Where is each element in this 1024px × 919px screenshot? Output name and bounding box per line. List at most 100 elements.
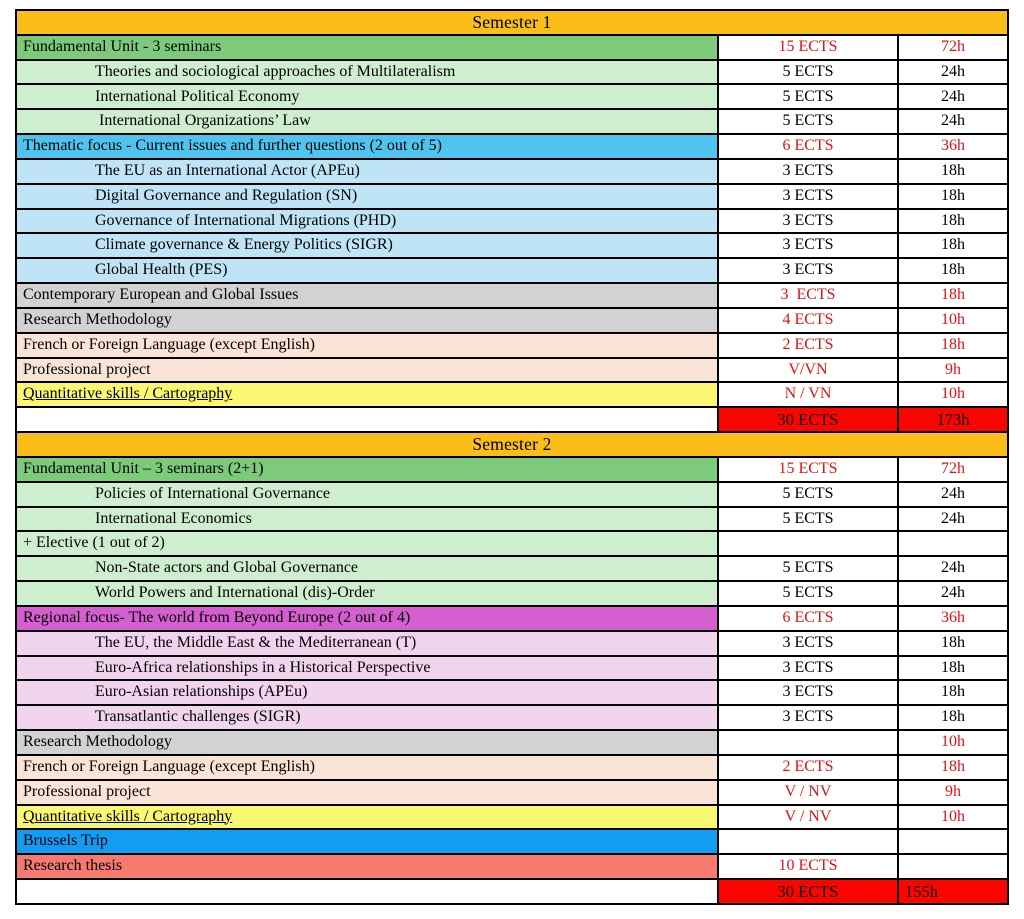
course-label: International Political Economy	[15, 83, 719, 111]
semester-1-title: Semester 1	[15, 9, 1009, 36]
hours-value: 18h	[897, 207, 1009, 235]
hours-value: 36h	[897, 604, 1009, 632]
course-label: French or Foreign Language (except Engli…	[15, 331, 719, 359]
total-row-spacer	[15, 406, 719, 434]
ects-value: 3 ECTS	[717, 232, 899, 260]
course-row: French or Foreign Language (except Engli…	[15, 753, 1009, 781]
course-row: Policies of International Governance 5 EC…	[15, 480, 1009, 508]
ects-value: 4 ECTS	[717, 306, 899, 334]
course-label: Quantitative skills / Cartography	[15, 381, 719, 409]
ects-value: 10 ECTS	[717, 853, 899, 880]
course-label: Euro-Africa relationships in a Historica…	[15, 654, 719, 682]
hours-value: 72h	[897, 33, 1009, 61]
ects-value	[717, 530, 899, 558]
course-label: Euro-Asian relationships (APEu)	[15, 679, 719, 707]
ects-value: 2 ECTS	[717, 753, 899, 781]
hours-value: 18h	[897, 182, 1009, 210]
ects-value: 5 ECTS	[717, 58, 899, 86]
course-row: International Political Economy 5 ECTS 24h	[15, 83, 1009, 111]
ects-value: 15 ECTS	[717, 455, 899, 483]
hours-value: 10h	[897, 381, 1009, 409]
ects-value: 3 ECTS	[717, 629, 899, 657]
course-label: The EU as an International Actor (APEu)	[15, 157, 719, 185]
hours-value: 18h	[897, 679, 1009, 707]
course-row: The EU, the Middle East & the Mediterran…	[15, 629, 1009, 657]
semester-2-header-row: Semester 2	[15, 431, 1009, 458]
hours-value: 24h	[897, 108, 1009, 136]
hours-value	[897, 853, 1009, 880]
course-label: Quantitative skills / Cartography	[15, 803, 719, 831]
course-row: Regional focus- The world from Beyond Eu…	[15, 604, 1009, 632]
semester-1-header-row: Semester 1	[15, 9, 1009, 36]
course-label: Policies of International Governance	[15, 480, 719, 508]
ects-value: 3 ECTS	[717, 207, 899, 235]
course-label: Fundamental Unit – 3 seminars (2+1)	[15, 455, 719, 483]
ects-value: N / VN	[717, 381, 899, 409]
ects-value: 2 ECTS	[717, 331, 899, 359]
course-label: Non-State actors and Global Governance	[15, 555, 719, 583]
hours-value: 18h	[897, 331, 1009, 359]
course-row: Euro-Africa relationships in a Historica…	[15, 654, 1009, 682]
ects-value: 5 ECTS	[717, 108, 899, 136]
course-label: Professional project	[15, 356, 719, 384]
course-row: Quantitative skills / Cartography N / VN 1…	[15, 381, 1009, 409]
course-label: International Organizations’ Law	[15, 108, 719, 136]
hours-value	[897, 530, 1009, 558]
ects-value: 5 ECTS	[717, 480, 899, 508]
course-row: Fundamental Unit – 3 seminars (2+1) 15 EC…	[15, 455, 1009, 483]
course-label: French or Foreign Language (except Engli…	[15, 753, 719, 781]
hours-value: 10h	[897, 729, 1009, 756]
course-row: Global Health (PES) 3 ECTS 18h	[15, 257, 1009, 285]
hours-value: 18h	[897, 704, 1009, 732]
ects-value: V / NV	[717, 778, 899, 806]
hours-value: 18h	[897, 282, 1009, 309]
hours-value: 24h	[897, 505, 1009, 533]
ects-value: 3 ECTS	[717, 282, 899, 309]
hours-value: 18h	[897, 654, 1009, 682]
course-row: Digital Governance and Regulation (SN) 3 …	[15, 182, 1009, 210]
course-label: Professional project	[15, 778, 719, 806]
course-row: Contemporary European and Global Issues 3…	[15, 282, 1009, 309]
total-hours-value: 155h	[897, 877, 1009, 906]
hours-value: 10h	[897, 803, 1009, 831]
ects-value: 15 ECTS	[717, 33, 899, 61]
course-row: Fundamental Unit - 3 seminars 15 ECTS 72h	[15, 33, 1009, 61]
course-label: Contemporary European and Global Issues	[15, 282, 719, 309]
course-label: Brussels Trip	[15, 828, 719, 856]
ects-value	[717, 828, 899, 856]
course-row: Professional project V/VN 9h	[15, 356, 1009, 384]
course-label: Governance of International Migrations (…	[15, 207, 719, 235]
total-hours-value: 173h	[897, 406, 1009, 434]
hours-value: 24h	[897, 83, 1009, 111]
course-row: + Elective (1 out of 2)	[15, 530, 1009, 558]
course-label: Global Health (PES)	[15, 257, 719, 285]
course-row: Research Methodology 4 ECTS 10h	[15, 306, 1009, 334]
total-row-spacer	[15, 877, 719, 906]
course-row: Governance of International Migrations (…	[15, 207, 1009, 235]
hours-value: 18h	[897, 157, 1009, 185]
course-row: Theories and sociological approaches of …	[15, 58, 1009, 86]
hours-value: 72h	[897, 455, 1009, 483]
course-row: Euro-Asian relationships (APEu) 3 ECTS 18h	[15, 679, 1009, 707]
course-row: World Powers and International (dis)-Ord…	[15, 580, 1009, 607]
ects-value: 3 ECTS	[717, 679, 899, 707]
course-row: Quantitative skills / Cartography V / NV 1…	[15, 803, 1009, 831]
total-row: 30 ECTS 155h	[15, 877, 1009, 906]
ects-value: 3 ECTS	[717, 182, 899, 210]
course-row: International Organizations’ Law 5 ECTS 24…	[15, 108, 1009, 136]
hours-value: 10h	[897, 306, 1009, 334]
hours-value: 24h	[897, 555, 1009, 583]
total-ects-value: 30 ECTS	[717, 406, 899, 434]
hours-value: 24h	[897, 580, 1009, 607]
course-label: Regional focus- The world from Beyond Eu…	[15, 604, 719, 632]
ects-value: 3 ECTS	[717, 704, 899, 732]
course-row: Thematic focus - Current issues and furt…	[15, 133, 1009, 160]
course-row: Brussels Trip	[15, 828, 1009, 856]
course-row: Transatlantic challenges (SIGR) 3 ECTS 18h	[15, 704, 1009, 732]
hours-value: 18h	[897, 629, 1009, 657]
course-label: Transatlantic challenges (SIGR)	[15, 704, 719, 732]
hours-value: 24h	[897, 480, 1009, 508]
hours-value	[897, 828, 1009, 856]
course-label: Research Methodology	[15, 729, 719, 756]
